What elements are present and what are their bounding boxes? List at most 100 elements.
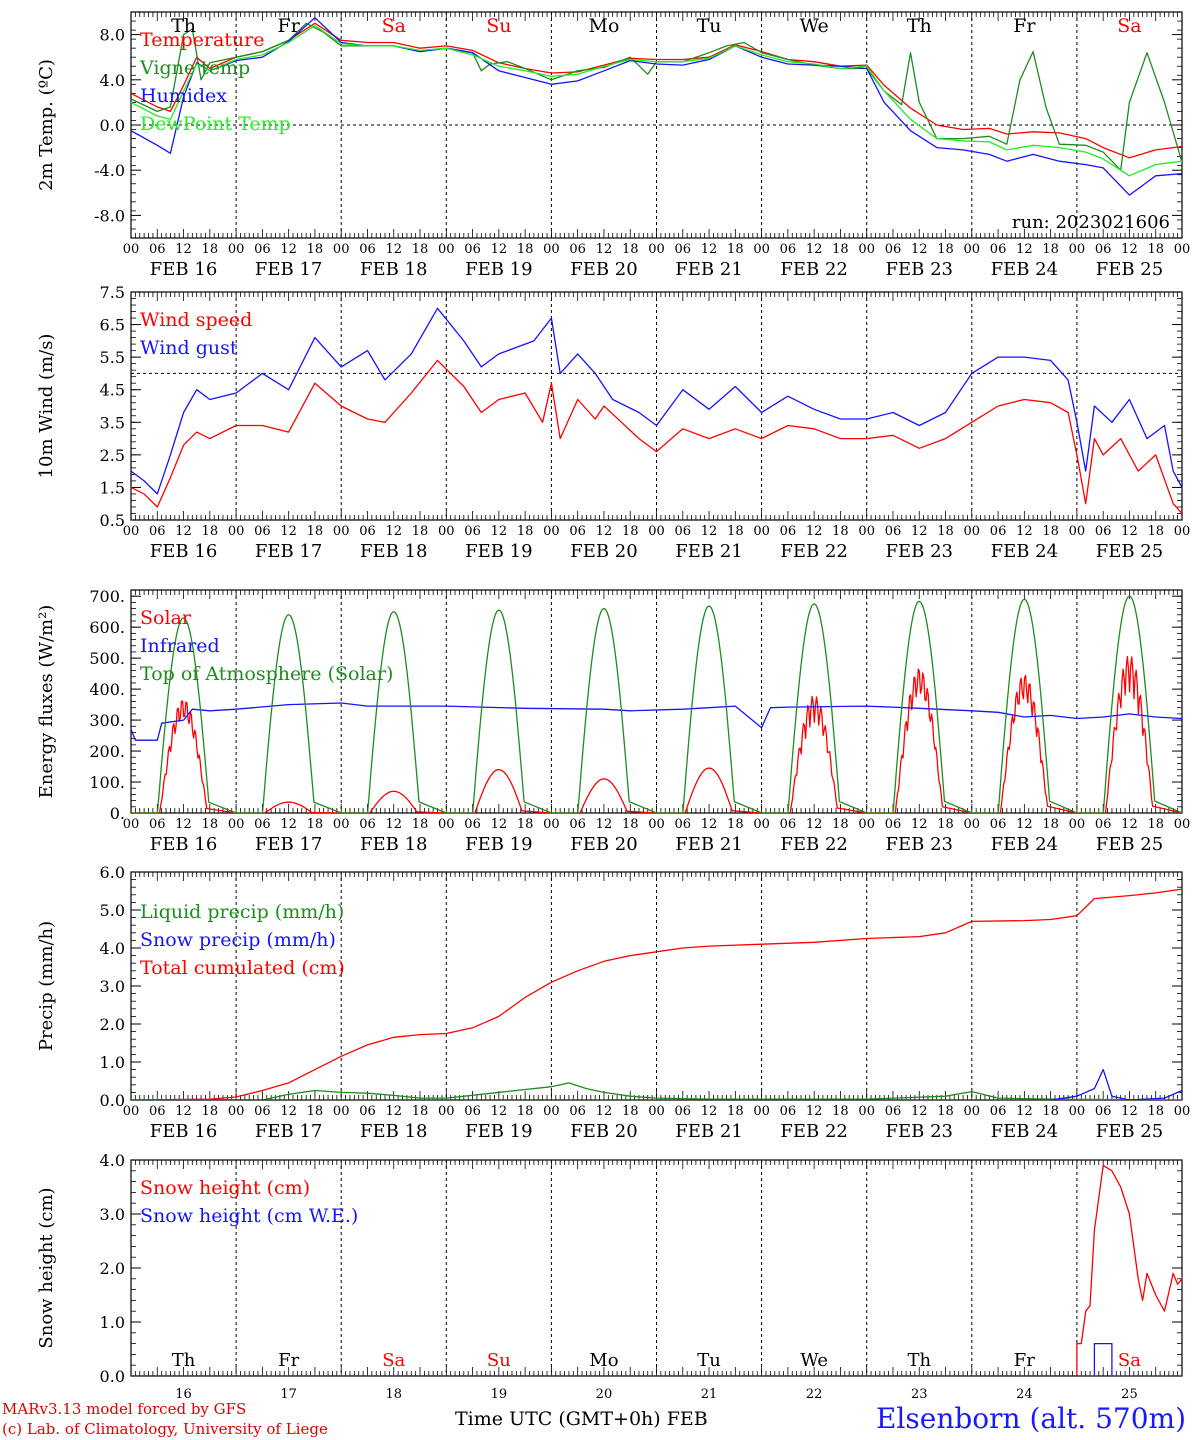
y-tick-label: 4.0 (100, 1151, 125, 1170)
date-label: FEB 22 (780, 259, 847, 280)
hour-tick-label: 18 (832, 817, 849, 832)
hour-tick-label: 12 (1121, 524, 1138, 539)
hour-tick-label: 06 (464, 817, 481, 832)
hour-tick-label: 06 (149, 1104, 166, 1119)
date-label: FEB 25 (1096, 259, 1163, 280)
legend-entry: Humidex (140, 85, 227, 107)
hour-tick-label: 06 (780, 524, 797, 539)
legend-entry: Wind speed (140, 309, 252, 331)
series-line-wind-speed (131, 359, 1182, 515)
y-tick-label: 8.0 (100, 26, 125, 45)
hour-tick-label: 18 (832, 242, 849, 257)
hour-tick-label: 18 (832, 1104, 849, 1119)
hour-tick-label: 12 (1121, 1104, 1138, 1119)
plot-area (131, 1164, 1182, 1376)
hour-tick-label: 00 (1069, 1104, 1086, 1119)
hour-tick-label: 00 (438, 242, 455, 257)
plot-area (131, 17, 1182, 196)
hour-tick-label: 06 (569, 1104, 586, 1119)
series-line-wind-gust (131, 307, 1182, 495)
series-line-snow-height-cm- (131, 1164, 1182, 1376)
day-number-label: 22 (806, 1387, 823, 1402)
hour-tick-label: 12 (175, 1104, 192, 1119)
hour-tick-label: 00 (964, 242, 981, 257)
hour-tick-label: 12 (806, 1104, 823, 1119)
hour-tick-label: 18 (307, 242, 324, 257)
hour-tick-label: 18 (937, 524, 954, 539)
date-label: FEB 17 (255, 834, 322, 855)
time-axis-title: Time UTC (GMT+0h) (455, 1408, 661, 1430)
hour-tick-label: 00 (228, 242, 245, 257)
hour-tick-label: 18 (307, 1104, 324, 1119)
date-label: FEB 20 (570, 541, 637, 562)
hour-tick-label: 12 (280, 817, 297, 832)
hour-tick-label: 00 (1069, 524, 1086, 539)
hour-tick-label: 18 (307, 524, 324, 539)
hour-tick-label: 12 (701, 1104, 718, 1119)
hour-tick-label: 06 (885, 524, 902, 539)
y-tick-label: 2.5 (100, 446, 125, 465)
time-axis-label: Time UTC (GMT+0h) FEB (455, 1408, 708, 1430)
hour-tick-label: 12 (385, 242, 402, 257)
hour-tick-label: 06 (675, 1104, 692, 1119)
date-label: FEB 23 (886, 259, 953, 280)
y-tick-label: 1.5 (100, 478, 125, 497)
legend-entry: Solar (140, 607, 192, 629)
run-annotation: run: 2023021606 (1012, 212, 1170, 233)
day-number-label: 19 (491, 1387, 508, 1402)
date-label: FEB 16 (150, 541, 217, 562)
date-label: FEB 19 (465, 834, 532, 855)
hour-tick-label: 18 (1042, 1104, 1059, 1119)
date-label: FEB 25 (1096, 1121, 1163, 1142)
hour-tick-label: 06 (990, 242, 1007, 257)
day-label: Th (171, 15, 196, 37)
day-number-label: 21 (701, 1387, 718, 1402)
hour-tick-label: 06 (359, 817, 376, 832)
hour-tick-label: 00 (438, 1104, 455, 1119)
hour-tick-label: 18 (517, 817, 534, 832)
hour-tick-label: 18 (307, 817, 324, 832)
hour-tick-label: 00 (858, 242, 875, 257)
hour-tick-label: 06 (149, 242, 166, 257)
hour-tick-label: 12 (385, 524, 402, 539)
hour-tick-label: 06 (1095, 1104, 1112, 1119)
hour-tick-label: 12 (1016, 242, 1033, 257)
day-label: Sa (1117, 15, 1141, 37)
y-tick-label: 100. (89, 773, 125, 792)
y-tick-label: 4.0 (100, 71, 125, 90)
day-label: Tu (697, 1350, 721, 1371)
date-label: FEB 24 (991, 259, 1058, 280)
hour-tick-label: 06 (359, 524, 376, 539)
day-number-label: 24 (1016, 1387, 1033, 1402)
y-tick-label: 2.0 (100, 1015, 125, 1034)
plot-area (131, 888, 1182, 1100)
hour-tick-label: 06 (254, 524, 271, 539)
y-tick-label: 0. (110, 804, 125, 823)
hour-tick-label: 00 (333, 817, 350, 832)
hour-tick-label: 06 (359, 242, 376, 257)
hour-tick-label: 12 (491, 1104, 508, 1119)
hour-tick-label: 00 (123, 242, 140, 257)
date-label: FEB 16 (150, 1121, 217, 1142)
hour-tick-label: 18 (1147, 817, 1164, 832)
legend-entry: Snow precip (mm/h) (140, 929, 336, 951)
hour-tick-label: 12 (911, 242, 928, 257)
day-label: Th (907, 1350, 931, 1371)
day-label: Sa (382, 1350, 405, 1371)
hour-tick-label: 18 (1147, 1104, 1164, 1119)
hour-tick-label: 12 (1016, 1104, 1033, 1119)
hour-tick-label: 12 (1016, 817, 1033, 832)
day-label: Sa (1118, 1350, 1141, 1371)
date-label: FEB 25 (1096, 541, 1163, 562)
lab-credit: (c) Lab. of Climatology, University of L… (2, 1420, 328, 1438)
day-number-label: 23 (911, 1387, 928, 1402)
legend-entry: Snow height (cm W.E.) (140, 1205, 358, 1227)
hour-tick-label: 18 (727, 817, 744, 832)
date-label: FEB 18 (360, 1121, 427, 1142)
y-tick-label: -8.0 (94, 206, 125, 225)
day-number-label: 20 (596, 1387, 613, 1402)
y-tick-label: 3.0 (100, 977, 125, 996)
y-tick-label: 200. (89, 742, 125, 761)
hour-tick-label: 12 (385, 1104, 402, 1119)
date-label: FEB 17 (255, 259, 322, 280)
